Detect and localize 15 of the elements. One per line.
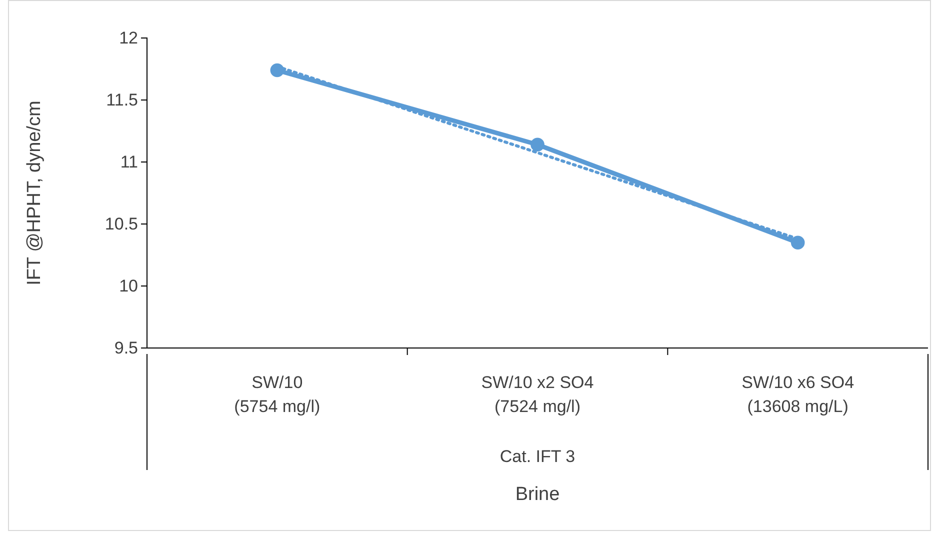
y-tick-label: 10.5 xyxy=(104,214,138,234)
text: Cat. IFT 3 xyxy=(500,447,576,466)
x-tick-label: SW/10 (5754 mg/l) xyxy=(234,373,320,416)
y-tick-label: 11 xyxy=(120,152,138,172)
y-tick-label: 12 xyxy=(119,28,138,48)
x-tick-label: SW/10 x2 SO4 (7524 mg/l) xyxy=(481,373,594,416)
point xyxy=(530,138,544,152)
point xyxy=(790,236,805,250)
y-tick-label: 11.5 xyxy=(106,90,138,110)
x-tick-label: SW/10 x6 SO4 (13608 mg/L) xyxy=(742,373,854,416)
y-tick-label: 10 xyxy=(119,276,138,296)
point xyxy=(270,63,284,78)
y-axis-title: IFT @HPHT, dyne/cm xyxy=(24,100,45,286)
y-tick-label: 9.5 xyxy=(114,338,138,358)
x-axis-title: Brine xyxy=(515,484,560,505)
